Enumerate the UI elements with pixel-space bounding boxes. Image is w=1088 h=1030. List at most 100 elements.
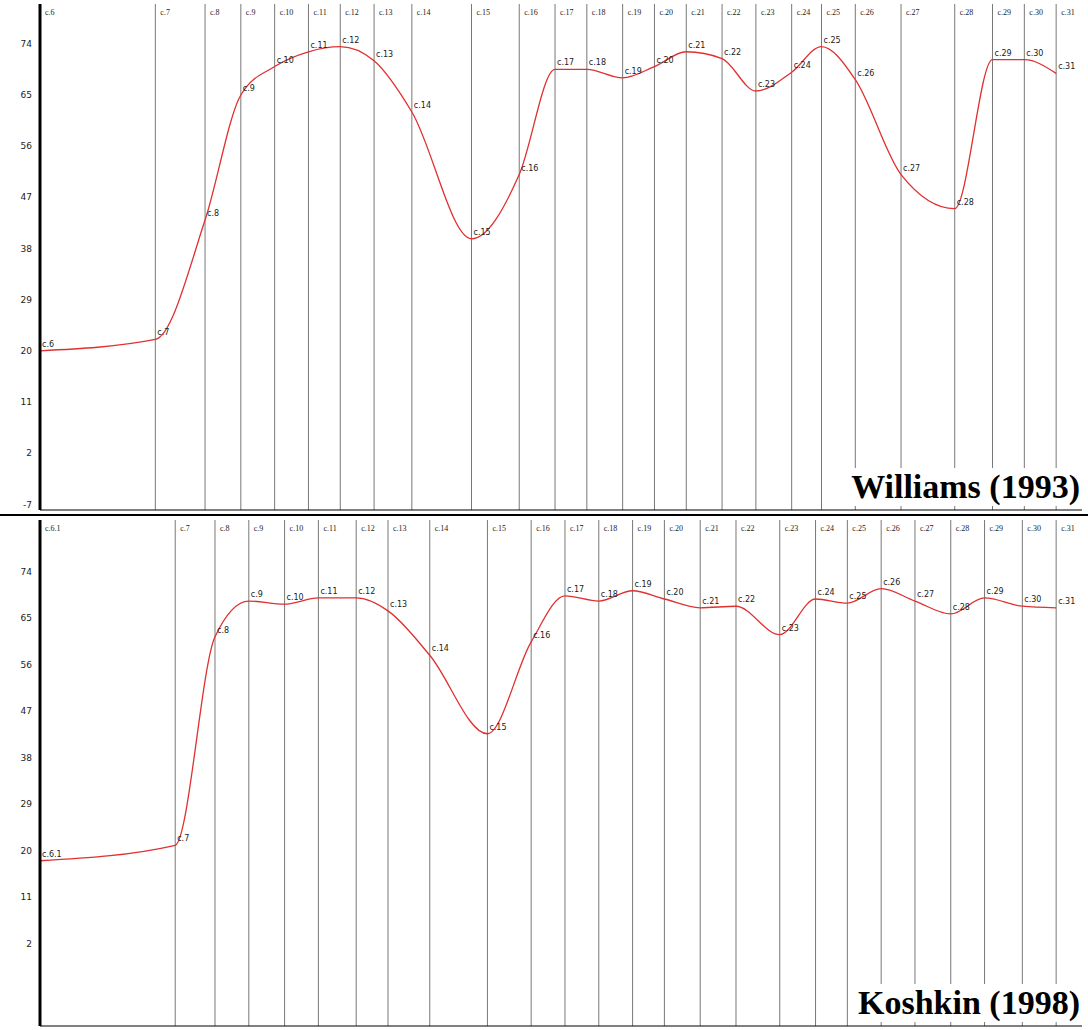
svg-text:c.31: c.31	[1058, 62, 1075, 71]
svg-text:c.16: c.16	[536, 524, 550, 533]
svg-text:c.30: c.30	[1027, 524, 1041, 533]
svg-text:c.6: c.6	[42, 340, 54, 349]
svg-text:65: 65	[21, 90, 32, 100]
svg-text:c.21: c.21	[705, 524, 719, 533]
svg-text:c.18: c.18	[604, 524, 618, 533]
svg-text:c.21: c.21	[688, 41, 705, 50]
svg-text:c.8: c.8	[207, 209, 219, 218]
svg-text:c.13: c.13	[376, 50, 393, 59]
svg-text:c.20: c.20	[669, 524, 683, 533]
svg-text:c.9: c.9	[251, 590, 263, 599]
svg-text:c.28: c.28	[956, 524, 970, 533]
svg-text:c.27: c.27	[917, 590, 934, 599]
svg-text:c.27: c.27	[906, 8, 920, 17]
svg-text:c.22: c.22	[741, 524, 755, 533]
svg-text:c.7: c.7	[180, 524, 190, 533]
svg-text:c.25: c.25	[849, 592, 866, 601]
svg-text:c.24: c.24	[821, 524, 835, 533]
svg-text:c.22: c.22	[738, 595, 755, 604]
svg-text:c.23: c.23	[785, 524, 799, 533]
svg-text:2: 2	[26, 448, 32, 458]
svg-text:c.9: c.9	[246, 8, 256, 17]
svg-text:c.28: c.28	[957, 198, 974, 207]
svg-text:c.18: c.18	[592, 8, 606, 17]
svg-text:c.27: c.27	[920, 524, 934, 533]
svg-text:c.12: c.12	[358, 587, 375, 596]
svg-text:c.20: c.20	[666, 588, 683, 597]
svg-text:56: 56	[21, 141, 33, 151]
svg-text:c.15: c.15	[477, 8, 491, 17]
svg-text:c.10: c.10	[290, 524, 304, 533]
svg-text:c.18: c.18	[589, 58, 606, 67]
svg-text:c.6: c.6	[45, 8, 55, 17]
svg-text:c.25: c.25	[824, 36, 841, 45]
svg-text:c.11: c.11	[310, 41, 327, 50]
svg-text:c.22: c.22	[727, 8, 741, 17]
svg-text:c.10: c.10	[277, 56, 294, 65]
svg-text:c.9: c.9	[243, 84, 255, 93]
svg-text:c.25: c.25	[852, 524, 866, 533]
svg-text:c.6.1: c.6.1	[42, 850, 62, 859]
svg-text:c.8: c.8	[220, 524, 230, 533]
svg-text:c.15: c.15	[474, 228, 491, 237]
svg-text:c.11: c.11	[323, 524, 336, 533]
svg-text:c.24: c.24	[818, 588, 835, 597]
svg-text:c.16: c.16	[521, 164, 538, 173]
svg-text:c.7: c.7	[157, 328, 169, 337]
svg-text:c.7: c.7	[160, 8, 170, 17]
svg-text:56: 56	[21, 660, 33, 670]
svg-text:c.14: c.14	[414, 101, 431, 110]
svg-text:c.6.1: c.6.1	[45, 524, 61, 533]
svg-text:c.30: c.30	[1026, 49, 1043, 58]
svg-text:c.29: c.29	[998, 8, 1012, 17]
svg-text:c.26: c.26	[860, 8, 874, 17]
svg-text:c.19: c.19	[638, 524, 652, 533]
svg-text:47: 47	[21, 706, 32, 716]
svg-text:c.23: c.23	[761, 8, 775, 17]
svg-text:c.23: c.23	[782, 624, 799, 633]
svg-text:c.30: c.30	[1024, 595, 1041, 604]
svg-text:c.18: c.18	[601, 590, 618, 599]
svg-text:c.17: c.17	[557, 58, 574, 67]
svg-text:c.19: c.19	[625, 67, 642, 76]
svg-text:c.20: c.20	[659, 8, 673, 17]
svg-text:38: 38	[21, 244, 33, 254]
svg-text:c.26: c.26	[886, 524, 900, 533]
svg-text:c.31: c.31	[1061, 524, 1075, 533]
svg-text:c.21: c.21	[691, 8, 705, 17]
svg-text:c.31: c.31	[1061, 8, 1075, 17]
svg-text:c.15: c.15	[492, 524, 506, 533]
svg-text:2: 2	[26, 939, 32, 949]
svg-text:c.29: c.29	[995, 49, 1012, 58]
svg-text:c.12: c.12	[361, 524, 375, 533]
svg-text:29: 29	[21, 799, 33, 809]
svg-text:c.24: c.24	[797, 8, 811, 17]
svg-text:c.29: c.29	[987, 587, 1004, 596]
svg-text:74: 74	[21, 567, 33, 577]
svg-text:c.20: c.20	[656, 56, 673, 65]
svg-text:c.17: c.17	[560, 8, 574, 17]
svg-text:20: 20	[21, 346, 33, 356]
svg-text:c.11: c.11	[313, 8, 326, 17]
svg-text:c.23: c.23	[758, 80, 775, 89]
svg-text:c.10: c.10	[280, 8, 294, 17]
svg-text:c.22: c.22	[724, 48, 741, 57]
svg-text:c.29: c.29	[990, 524, 1004, 533]
svg-text:c.8: c.8	[210, 8, 220, 17]
svg-text:c.19: c.19	[635, 580, 652, 589]
svg-text:c.9: c.9	[254, 524, 264, 533]
svg-text:-7: -7	[23, 500, 32, 510]
svg-text:c.26: c.26	[883, 578, 900, 587]
svg-text:c.31: c.31	[1058, 597, 1075, 606]
svg-text:c.14: c.14	[417, 8, 431, 17]
svg-text:c.15: c.15	[489, 723, 506, 732]
svg-text:38: 38	[21, 753, 33, 763]
svg-text:c.17: c.17	[567, 585, 584, 594]
svg-text:47: 47	[21, 192, 32, 202]
svg-text:65: 65	[21, 613, 32, 623]
svg-text:c.27: c.27	[903, 164, 920, 173]
svg-text:c.13: c.13	[393, 524, 407, 533]
svg-text:20: 20	[21, 846, 33, 856]
svg-text:c.28: c.28	[953, 603, 970, 612]
svg-text:c.26: c.26	[857, 69, 874, 78]
